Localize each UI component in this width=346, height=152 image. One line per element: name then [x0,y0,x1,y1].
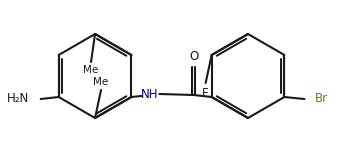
Text: Br: Br [315,93,328,105]
Text: NH: NH [141,88,158,102]
Text: O: O [189,50,198,63]
Text: Me: Me [83,65,99,75]
Text: F: F [202,87,209,100]
Text: H₂N: H₂N [7,93,29,105]
Text: Me: Me [93,77,109,87]
